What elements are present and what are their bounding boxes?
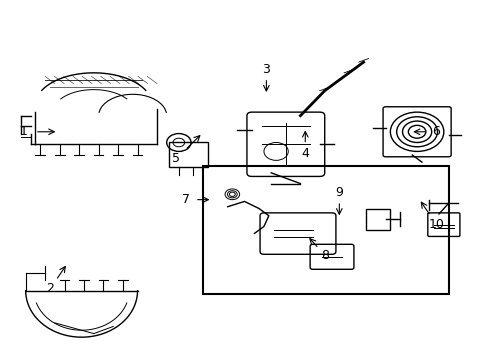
Text: 6: 6 (432, 125, 440, 138)
Text: 4: 4 (301, 147, 308, 160)
Text: 3: 3 (262, 63, 270, 76)
Bar (169, 143, 207, 167)
Bar (203, 166, 448, 294)
Text: 7: 7 (182, 193, 190, 206)
Text: 2: 2 (46, 283, 54, 296)
Text: 5: 5 (172, 152, 180, 165)
Text: 10: 10 (428, 218, 444, 231)
Text: 9: 9 (335, 186, 343, 199)
Text: 8: 8 (320, 248, 328, 261)
Bar (366, 208, 389, 230)
Text: 1: 1 (20, 125, 27, 138)
